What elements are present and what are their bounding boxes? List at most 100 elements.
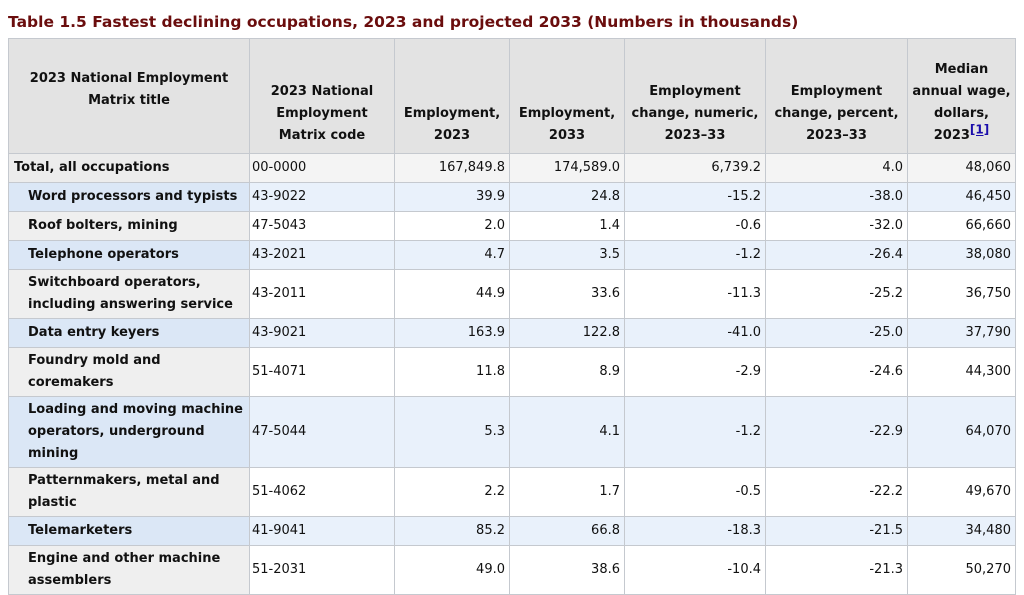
- matrix-code-cell: 43-2011: [249, 269, 395, 319]
- table-row: Data entry keyers 43-9021 163.9 122.8 -41.0-…: [8, 318, 1016, 348]
- median-wage-cell: 50,270: [907, 545, 1016, 595]
- table-row-total: Total, all occupations 00-0000 167,849.8 17…: [8, 153, 1016, 183]
- matrix-code-cell: 41-9041: [249, 516, 395, 546]
- occupation-title-cell: Loading and moving machine operators, un…: [8, 396, 250, 468]
- employment-2023-cell: 11.8: [394, 347, 510, 397]
- employment-2033-cell: 66.8: [509, 516, 625, 546]
- matrix-code-cell: 43-9021: [249, 318, 395, 348]
- change-numeric-cell: -18.3: [624, 516, 766, 546]
- employment-2033-cell: 3.5: [509, 240, 625, 270]
- occupation-title-cell: Telephone operators: [8, 240, 250, 270]
- employment-2023-cell: 167,849.8: [394, 153, 510, 183]
- median-wage-cell: 48,060: [907, 153, 1016, 183]
- table-row: Patternmakers, metal and plastic 51-4062 2…: [8, 467, 1016, 517]
- matrix-code-cell: 51-4071: [249, 347, 395, 397]
- employment-2033-cell: 24.8: [509, 182, 625, 212]
- change-numeric-cell: -0.5: [624, 467, 766, 517]
- occupation-title-cell: Engine and other machine assemblers: [8, 545, 250, 595]
- employment-2023-cell: 163.9: [394, 318, 510, 348]
- change-numeric-cell: -2.9: [624, 347, 766, 397]
- change-numeric-cell: -1.2: [624, 396, 766, 468]
- median-wage-cell: 38,080: [907, 240, 1016, 270]
- matrix-code-cell: 51-4062: [249, 467, 395, 517]
- header-change-numeric: Employment change, numeric, 2023–33: [624, 38, 766, 154]
- change-numeric-cell: -41.0: [624, 318, 766, 348]
- change-numeric-cell: -0.6: [624, 211, 766, 241]
- median-wage-cell: 37,790: [907, 318, 1016, 348]
- occupation-title-cell: Switchboard operators, including answeri…: [8, 269, 250, 319]
- median-wage-cell: 44,300: [907, 347, 1016, 397]
- table-row: Telephone operators 43-2021 4.7 3.5 -1.2 -26.…: [8, 240, 1016, 270]
- employment-2033-cell: 122.8: [509, 318, 625, 348]
- header-code: 2023 National Employment Matrix code: [249, 38, 395, 154]
- employment-2023-cell: 2.2: [394, 467, 510, 517]
- occupation-title-cell: Data entry keyers: [8, 318, 250, 348]
- matrix-code-cell: 51-2031: [249, 545, 395, 595]
- table-row: Roof bolters, mining 47-5043 2.0 1.4 -0.6 -32…: [8, 211, 1016, 241]
- change-numeric-cell: 6,739.2: [624, 153, 766, 183]
- median-wage-cell: 36,750: [907, 269, 1016, 319]
- occupation-title-cell: Foundry mold and coremakers: [8, 347, 250, 397]
- change-percent-cell: -21.3: [765, 545, 908, 595]
- header-median-wage-label: Median annual wage, dollars, 2023: [912, 62, 1011, 143]
- table-row: Loading and moving machine operators, un…: [8, 396, 1016, 468]
- employment-2023-cell: 2.0: [394, 211, 510, 241]
- employment-2023-cell: 44.9: [394, 269, 510, 319]
- matrix-code-cell: 47-5044: [249, 396, 395, 468]
- header-employment-2023: Employment, 2023: [394, 38, 510, 154]
- header-median-wage: Median annual wage, dollars, 2023[1]: [907, 38, 1016, 154]
- change-numeric-cell: -15.2: [624, 182, 766, 212]
- occupation-title-cell: Total, all occupations: [8, 153, 250, 183]
- matrix-code-cell: 43-2021: [249, 240, 395, 270]
- header-change-percent: Employment change, percent, 2023–33: [765, 38, 908, 154]
- table-row: Foundry mold and coremakers 51-4071 11.8 8.…: [8, 347, 1016, 397]
- median-wage-cell: 49,670: [907, 467, 1016, 517]
- median-wage-cell: 64,070: [907, 396, 1016, 468]
- employment-2033-cell: 4.1: [509, 396, 625, 468]
- footnote-link[interactable]: [1]: [969, 122, 990, 137]
- matrix-code-cell: 47-5043: [249, 211, 395, 241]
- employment-2033-cell: 38.6: [509, 545, 625, 595]
- header-title: 2023 National Employment Matrix title: [8, 38, 250, 154]
- change-percent-cell: -21.5: [765, 516, 908, 546]
- employment-2023-cell: 4.7: [394, 240, 510, 270]
- occupation-title-cell: Roof bolters, mining: [8, 211, 250, 241]
- header-employment-2033: Employment, 2033: [509, 38, 625, 154]
- employment-2033-cell: 8.9: [509, 347, 625, 397]
- median-wage-cell: 46,450: [907, 182, 1016, 212]
- employment-2023-cell: 85.2: [394, 516, 510, 546]
- change-percent-cell: -22.9: [765, 396, 908, 468]
- employment-2033-cell: 174,589.0: [509, 153, 625, 183]
- change-percent-cell: -22.2: [765, 467, 908, 517]
- employment-2023-cell: 39.9: [394, 182, 510, 212]
- change-percent-cell: -24.6: [765, 347, 908, 397]
- occupation-title-cell: Patternmakers, metal and plastic: [8, 467, 250, 517]
- employment-2033-cell: 1.7: [509, 467, 625, 517]
- table-row: Engine and other machine assemblers 51-20…: [8, 545, 1016, 595]
- change-numeric-cell: -11.3: [624, 269, 766, 319]
- header-row: 2023 National Employment Matrix title 20…: [8, 38, 1016, 154]
- employment-2023-cell: 5.3: [394, 396, 510, 468]
- table-row: Telemarketers 41-9041 85.2 66.8 -18.3 -21.5 34…: [8, 516, 1016, 546]
- change-percent-cell: -32.0: [765, 211, 908, 241]
- table-caption: Table 1.5 Fastest declining occupations,…: [8, 13, 799, 31]
- matrix-code-cell: 00-0000: [249, 153, 395, 183]
- change-percent-cell: -25.2: [765, 269, 908, 319]
- table-row: Word processors and typists 43-9022 39.9 24…: [8, 182, 1016, 212]
- change-percent-cell: 4.0: [765, 153, 908, 183]
- occupation-title-cell: Word processors and typists: [8, 182, 250, 212]
- occupation-title-cell: Telemarketers: [8, 516, 250, 546]
- change-percent-cell: -25.0: [765, 318, 908, 348]
- change-percent-cell: -26.4: [765, 240, 908, 270]
- change-percent-cell: -38.0: [765, 182, 908, 212]
- matrix-code-cell: 43-9022: [249, 182, 395, 212]
- change-numeric-cell: -1.2: [624, 240, 766, 270]
- median-wage-cell: 34,480: [907, 516, 1016, 546]
- employment-2033-cell: 1.4: [509, 211, 625, 241]
- table-body: Total, all occupations 00-0000 167,849.8 17…: [8, 153, 1016, 595]
- median-wage-cell: 66,660: [907, 211, 1016, 241]
- occupations-table: 2023 National Employment Matrix title 20…: [8, 38, 1016, 595]
- table-row: Switchboard operators, including answeri…: [8, 269, 1016, 319]
- employment-2033-cell: 33.6: [509, 269, 625, 319]
- change-numeric-cell: -10.4: [624, 545, 766, 595]
